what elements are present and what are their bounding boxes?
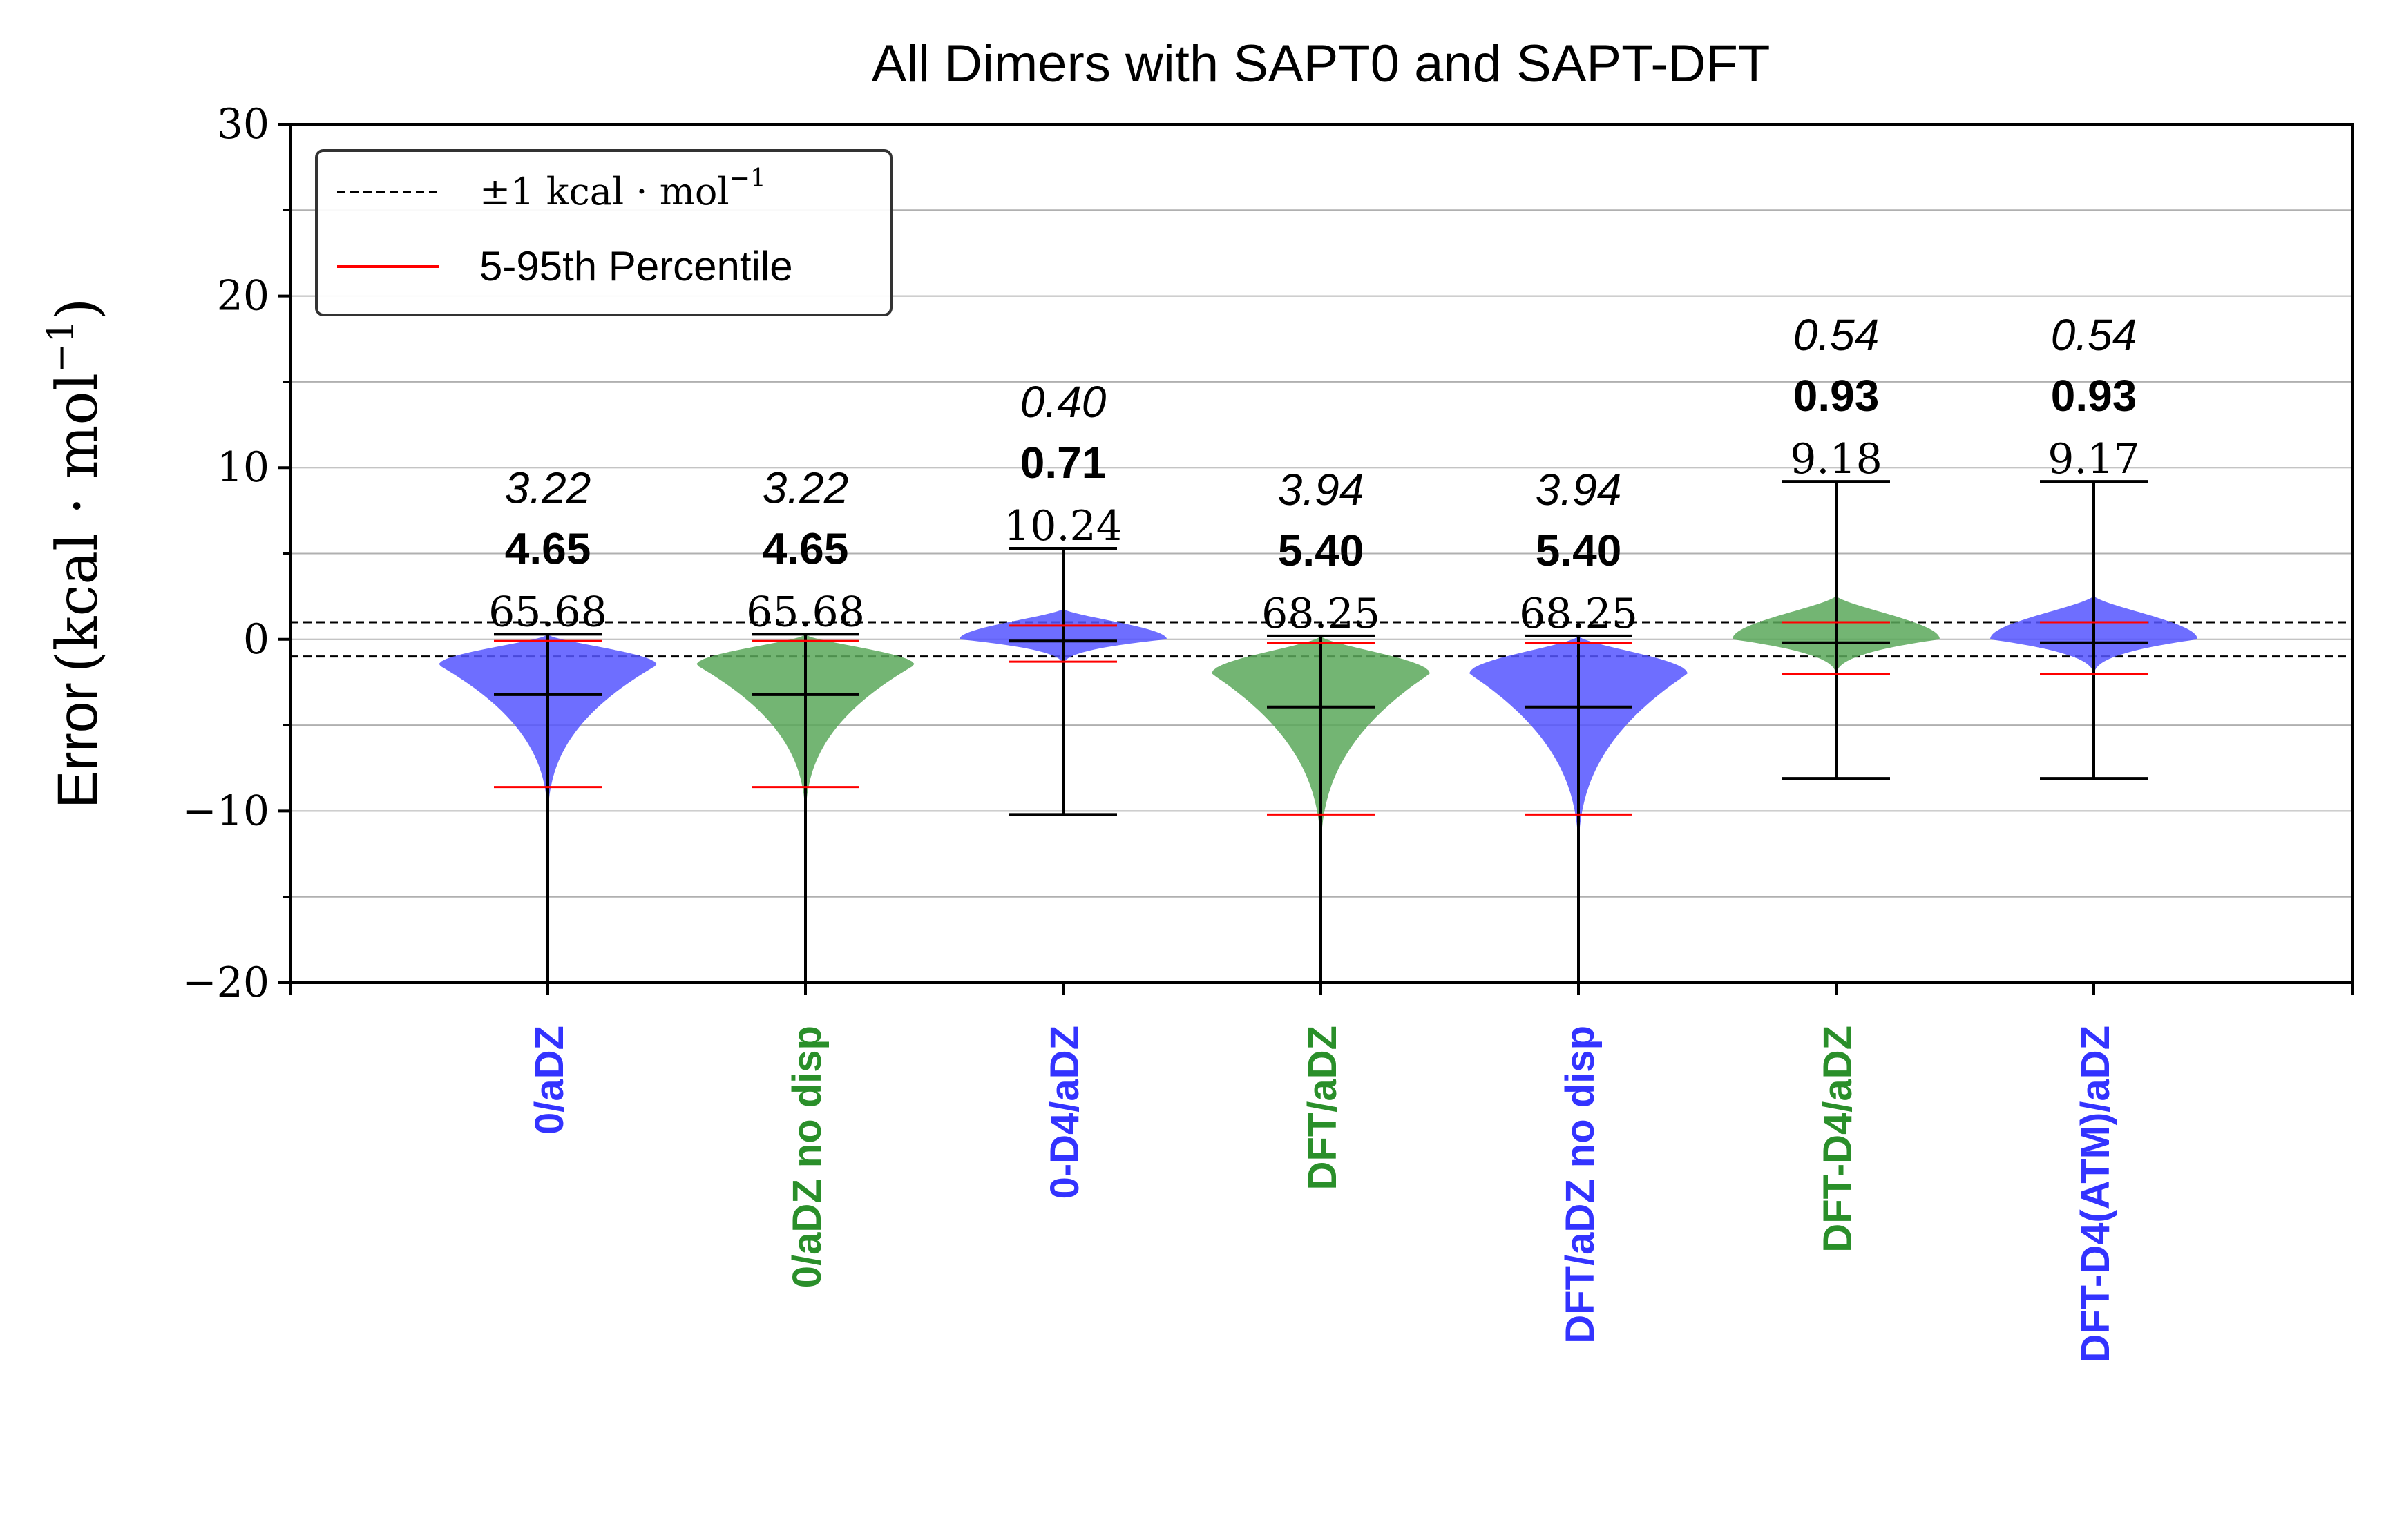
violin-group: 9.18 0.93 0.54 xyxy=(1733,310,1940,780)
y-tick-label: 20 xyxy=(217,272,269,320)
x-tick-label: DFT/aDZ xyxy=(1300,1026,1345,1190)
rmse-label: 4.65 xyxy=(763,523,849,573)
legend-label-percentile: 5-95th Percentile xyxy=(479,243,793,289)
violin-group: 65.68 4.65 3.22 xyxy=(696,463,915,983)
rmse-label: 5.40 xyxy=(1278,526,1364,575)
rmse-label: 4.65 xyxy=(505,523,591,573)
mae-label: 0.40 xyxy=(1020,377,1107,427)
rmse-label: 0.93 xyxy=(2051,371,2137,421)
plot-frame xyxy=(289,123,2354,984)
mae-label: 3.22 xyxy=(505,463,591,512)
x-tick-label: DFT-D4/aDZ xyxy=(1815,1026,1860,1253)
y-tick-label: 10 xyxy=(217,443,269,492)
axis-ticks: −20 −10 0 10 20 30 0/aDZ 0/aDZ no disp 0-D4/aDZ D… xyxy=(182,100,2354,1363)
max-error-label: 65.68 xyxy=(746,588,865,636)
x-tick-label: 0/aDZ no disp xyxy=(785,1026,830,1288)
mae-label: 0.54 xyxy=(2051,310,2137,360)
y-tick-label: 30 xyxy=(217,100,269,148)
x-tick-label: DFT-D4(ATM)/aDZ xyxy=(2073,1026,2118,1363)
legend: ±1 kcal · mol−1 5-95th Percentile xyxy=(315,149,893,316)
x-tick-label: 0-D4/aDZ xyxy=(1042,1026,1087,1199)
grid-lines xyxy=(290,209,2352,898)
rmse-label: 0.93 xyxy=(1793,371,1880,421)
max-error-label: 68.25 xyxy=(1519,590,1638,638)
chart-title: All Dimers with SAPT0 and SAPT-DFT xyxy=(872,35,1771,93)
violin-group: 9.17 0.93 0.54 xyxy=(1990,310,2197,780)
y-axis-label: Error(kcal · mol−1) xyxy=(41,298,111,808)
violins: 65.68 4.65 3.22 65.68 4.65 3.22 10.24 0.71 0.40 6… xyxy=(439,310,2197,983)
mae-label: 0.54 xyxy=(1793,310,1880,360)
violin-group: 10.24 0.71 0.40 xyxy=(959,377,1167,816)
max-error-label: 65.68 xyxy=(488,588,607,636)
legend-box xyxy=(315,149,893,316)
mae-label: 3.94 xyxy=(1278,465,1364,514)
x-tick-label: DFT/aDZ no disp xyxy=(1558,1026,1603,1344)
legend-label-ref: ±1 kcal · mol−1 xyxy=(479,164,766,213)
y-tick-label: −20 xyxy=(182,959,269,1007)
max-error-label: 68.25 xyxy=(1261,590,1380,638)
x-tick-label: 0/aDZ xyxy=(527,1026,572,1135)
rmse-label: 0.71 xyxy=(1020,438,1107,488)
mae-label: 3.94 xyxy=(1536,465,1622,514)
mae-label: 3.22 xyxy=(763,463,849,512)
max-error-label: 10.24 xyxy=(1004,502,1123,550)
violin-group: 68.25 5.40 3.94 xyxy=(1212,465,1430,983)
violin-group: 65.68 4.65 3.22 xyxy=(439,463,657,983)
rmse-label: 5.40 xyxy=(1536,526,1622,575)
violin-group: 68.25 5.40 3.94 xyxy=(1469,465,1688,983)
max-error-label: 9.18 xyxy=(1790,435,1882,483)
y-tick-label: 0 xyxy=(243,615,269,664)
y-tick-label: −10 xyxy=(182,787,269,835)
max-error-label: 9.17 xyxy=(2048,435,2140,483)
